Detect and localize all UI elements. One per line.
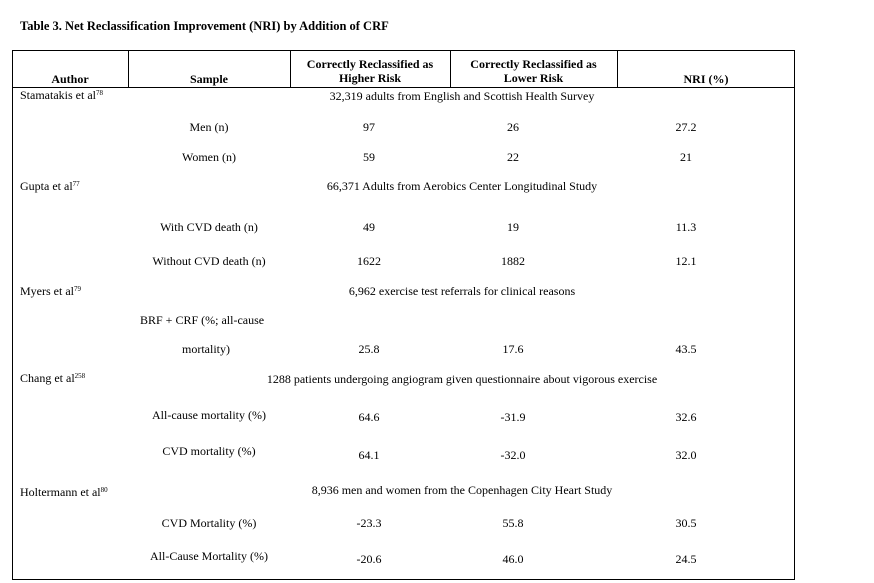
row-sample: All-Cause Mortality (%) <box>150 549 268 563</box>
study-description: 32,319 adults from English and Scottish … <box>329 89 595 103</box>
row-lower: 46.0 <box>502 552 524 566</box>
row-sample: Without CVD death (n) <box>152 254 266 268</box>
table-frame <box>12 50 795 580</box>
row-nri: 30.5 <box>675 516 697 530</box>
row-nri: 21 <box>680 150 692 164</box>
column-divider <box>450 50 451 88</box>
row-lower: 19 <box>507 220 519 234</box>
row-lower: -32.0 <box>500 448 526 462</box>
row-nri: 43.5 <box>675 342 697 356</box>
column-divider <box>617 50 618 88</box>
study-author: Myers et al79 <box>20 284 81 298</box>
header-lower-line2: Lower Risk <box>503 71 564 85</box>
header-divider <box>12 87 795 88</box>
row-sample: Women (n) <box>181 150 237 164</box>
study-description: 8,936 men and women from the Copenhagen … <box>311 483 613 497</box>
row-higher: 64.6 <box>358 410 380 424</box>
header-lower-risk: Correctly Reclassified as Lower Risk <box>450 57 617 85</box>
row-lower: -31.9 <box>500 410 526 424</box>
study-author: Chang et al258 <box>20 371 86 385</box>
study-author: Holtermann et al80 <box>20 485 108 499</box>
row-lower: 26 <box>507 120 519 134</box>
header-higher-risk: Correctly Reclassified as Higher Risk <box>290 57 450 85</box>
row-nri: 32.0 <box>675 448 697 462</box>
row-higher: 64.1 <box>358 448 380 462</box>
row-sample: Men (n) <box>189 120 229 134</box>
row-sample: CVD mortality (%) <box>162 444 256 458</box>
header-higher-line2: Higher Risk <box>338 71 402 85</box>
row-lower: 17.6 <box>502 342 524 356</box>
column-divider <box>128 50 129 88</box>
header-sample: Sample <box>189 72 228 86</box>
column-divider <box>290 50 291 88</box>
study-description: 66,371 Adults from Aerobics Center Longi… <box>326 179 598 193</box>
table-title: Table 3. Net Reclassification Improvemen… <box>20 19 389 33</box>
row-lower: 1882 <box>501 254 525 268</box>
row-sample: mortality) <box>182 342 230 356</box>
header-lower-line1: Correctly Reclassified as <box>470 57 597 71</box>
row-lower: 22 <box>507 150 519 164</box>
study-description: 1288 patients undergoing angiogram given… <box>266 372 658 386</box>
row-higher: -23.3 <box>356 516 382 530</box>
row-higher: 59 <box>363 150 375 164</box>
study-description: 6,962 exercise test referrals for clinic… <box>348 284 576 298</box>
row-nri: 32.6 <box>675 410 697 424</box>
row-higher: 25.8 <box>358 342 380 356</box>
header-higher-line1: Correctly Reclassified as <box>306 57 434 71</box>
header-nri: NRI (%) <box>683 72 729 86</box>
row-nri: 24.5 <box>675 552 697 566</box>
row-lower: 55.8 <box>502 516 524 530</box>
row-higher: -20.6 <box>356 552 382 566</box>
study-author: Stamatakis et al78 <box>20 88 103 102</box>
study-author: Gupta et al77 <box>20 179 80 193</box>
row-sample: With CVD death (n) <box>160 220 258 234</box>
row-higher: 1622 <box>357 254 381 268</box>
row-sample: CVD Mortality (%) <box>161 516 257 530</box>
row-nri: 11.3 <box>675 220 697 234</box>
row-nri: 12.1 <box>675 254 697 268</box>
row-sample: All-cause mortality (%) <box>152 408 266 422</box>
row-nri: 27.2 <box>675 120 697 134</box>
row-higher: 97 <box>363 120 375 134</box>
row-sample-line1: BRF + CRF (%; all-cause <box>140 313 265 327</box>
header-author: Author <box>51 72 89 86</box>
row-higher: 49 <box>363 220 375 234</box>
